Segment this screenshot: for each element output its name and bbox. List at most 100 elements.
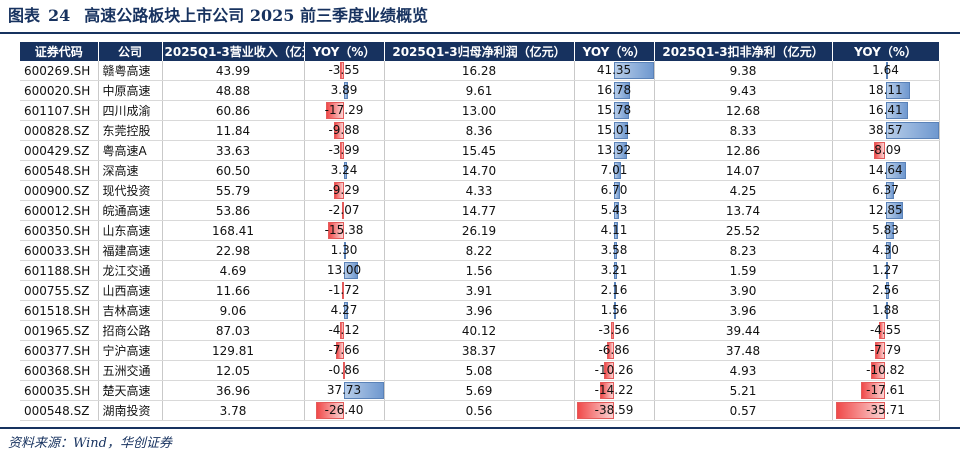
deducted-yoy-cell: 16.41: [832, 100, 940, 121]
yoy-bar: [885, 162, 906, 179]
deducted-net-profit-cell: 4.25: [654, 180, 833, 201]
header-net-profit: 2025Q1-3归母净利润（亿元）: [384, 42, 575, 61]
revenue-cell: 4.69: [162, 260, 305, 281]
net-profit-yoy-cell: 41.35: [574, 61, 655, 81]
yoy-value: 12.85: [868, 203, 903, 217]
security-code-cell: 601188.SH: [20, 260, 99, 281]
security-code-cell: 001965.SZ: [20, 320, 99, 341]
net-profit-yoy-cell: 6.70: [574, 180, 655, 201]
revenue-cell: 3.78: [162, 400, 305, 421]
net-profit-cell: 3.91: [384, 280, 575, 301]
net-profit-cell: 3.96: [384, 300, 575, 321]
yoy-value: -17.61: [866, 383, 905, 397]
yoy-bar: [885, 242, 892, 259]
yoy-value: -14.22: [594, 383, 634, 397]
net-profit-yoy-cell: -3.56: [574, 320, 655, 341]
yoy-bar: [614, 162, 621, 179]
deducted-yoy-cell: -10.82: [832, 360, 940, 381]
table-row: 600035.SH 楚天高速 36.96 37.73 5.69 -14.22 5.21 -17…: [20, 380, 940, 401]
yoy-value: -15.38: [324, 223, 364, 237]
table-row: 000755.SZ 山西高速 11.66 -1.72 3.91 2.16 3.90 2.56: [20, 280, 940, 301]
company-name-cell: 山东高速: [98, 220, 163, 241]
security-code-cell: 600548.SH: [20, 160, 99, 181]
table-row: 600020.SH 中原高速 48.88 3.89 9.61 16.78 9.43 18.11: [20, 80, 940, 101]
header-net-profit-yoy: YOY（%）: [574, 42, 655, 61]
revenue-yoy-cell: 37.73: [304, 380, 385, 401]
security-code-cell: 600020.SH: [20, 80, 99, 101]
security-code-cell: 600368.SH: [20, 360, 99, 381]
yoy-bar: [874, 342, 886, 359]
deducted-net-profit-cell: 37.48: [654, 340, 833, 361]
table-row: 600548.SH 深高速 60.50 3.24 14.70 7.01 14.07 14.64: [20, 160, 940, 181]
revenue-cell: 12.05: [162, 360, 305, 381]
company-name-cell: 现代投资: [98, 180, 163, 201]
revenue-cell: 33.63: [162, 140, 305, 161]
revenue-cell: 11.84: [162, 120, 305, 141]
revenue-yoy-cell: -17.29: [304, 100, 385, 121]
revenue-yoy-cell: -4.12: [304, 320, 385, 341]
yoy-value: 3.24: [330, 163, 358, 177]
yoy-value: 1.56: [600, 303, 628, 317]
security-code-cell: 600377.SH: [20, 340, 99, 361]
deducted-net-profit-cell: 12.86: [654, 140, 833, 161]
deducted-net-profit-cell: 4.93: [654, 360, 833, 381]
header-revenue-yoy: YOY（%）: [304, 42, 385, 61]
company-name-cell: 宁沪高速: [98, 340, 163, 361]
yoy-value: -10.82: [866, 363, 905, 377]
revenue-yoy-cell: 13.00: [304, 260, 385, 281]
deducted-net-profit-cell: 12.68: [654, 100, 833, 121]
yoy-bar: [342, 282, 345, 299]
table-body: 600269.SH 赣粤高速 43.99 -3.55 16.28 41.35 9.38 1.6…: [20, 61, 940, 421]
revenue-yoy-cell: -2.07: [304, 200, 385, 221]
deducted-yoy-cell: -17.61: [832, 380, 940, 401]
yoy-value: 37.73: [326, 383, 362, 397]
net-profit-yoy-cell: 15.01: [574, 120, 655, 141]
header-company: 公司: [98, 42, 163, 61]
company-name-cell: 龙江交通: [98, 260, 163, 281]
figure-title-prefix: 图表: [8, 6, 41, 25]
yoy-bar: [334, 182, 344, 199]
deducted-yoy-cell: 38.57: [832, 120, 940, 141]
table-row: 600368.SH 五洲交通 12.05 -0.86 5.08 -10.26 4.93 -10…: [20, 360, 940, 381]
net-profit-cell: 8.36: [384, 120, 575, 141]
yoy-bar: [614, 62, 653, 79]
yoy-bar: [614, 242, 618, 259]
deducted-net-profit-cell: 25.52: [654, 220, 833, 241]
deducted-net-profit-cell: 3.90: [654, 280, 833, 301]
table-row: 600033.SH 福建高速 22.98 1.30 8.22 3.58 8.23 4.30: [20, 240, 940, 261]
revenue-yoy-cell: 3.24: [304, 160, 385, 181]
header-deducted-net-profit: 2025Q1-3扣非净利（亿元）: [654, 42, 833, 61]
security-code-cell: 600035.SH: [20, 380, 99, 401]
yoy-bar: [614, 122, 629, 139]
yoy-value: -3.56: [598, 323, 630, 337]
table-row: 600377.SH 宁沪高速 129.81 -7.66 38.37 -6.86 37.48 -…: [20, 340, 940, 361]
revenue-yoy-cell: -26.40: [304, 400, 385, 421]
net-profit-cell: 1.56: [384, 260, 575, 281]
deducted-yoy-cell: 1.64: [832, 61, 940, 81]
deducted-net-profit-cell: 5.21: [654, 380, 833, 401]
net-profit-cell: 16.28: [384, 61, 575, 81]
table-row: 600012.SH 皖通高速 53.86 -2.07 14.77 5.43 13.74 12.…: [20, 200, 940, 221]
company-name-cell: 深高速: [98, 160, 163, 181]
revenue-cell: 48.88: [162, 80, 305, 101]
deducted-net-profit-cell: 39.44: [654, 320, 833, 341]
net-profit-yoy-cell: -6.86: [574, 340, 655, 361]
yoy-value: 6.37: [872, 183, 899, 197]
deducted-yoy-cell: 18.11: [832, 80, 940, 101]
figure-title-text: 高速公路板块上市公司 2025 前三季度业绩概览: [84, 6, 428, 25]
header-revenue: 2025Q1-3营业收入（亿元）: [162, 42, 305, 61]
yoy-value: -17.29: [324, 103, 364, 117]
yoy-value: 4.30: [872, 243, 899, 257]
yoy-value: -38.59: [594, 403, 634, 417]
table-row: 601107.SH 四川成渝 60.86 -17.29 13.00 15.78 12.68 1…: [20, 100, 940, 121]
net-profit-cell: 38.37: [384, 340, 575, 361]
deducted-net-profit-cell: 9.38: [654, 61, 833, 81]
yoy-bar: [333, 122, 344, 139]
yoy-bar: [343, 362, 346, 379]
yoy-bar: [885, 262, 888, 279]
net-profit-yoy-cell: -10.26: [574, 360, 655, 381]
yoy-bar: [885, 102, 909, 119]
deducted-yoy-cell: 6.37: [832, 180, 940, 201]
deducted-net-profit-cell: 9.43: [654, 80, 833, 101]
yoy-bar: [610, 322, 614, 339]
